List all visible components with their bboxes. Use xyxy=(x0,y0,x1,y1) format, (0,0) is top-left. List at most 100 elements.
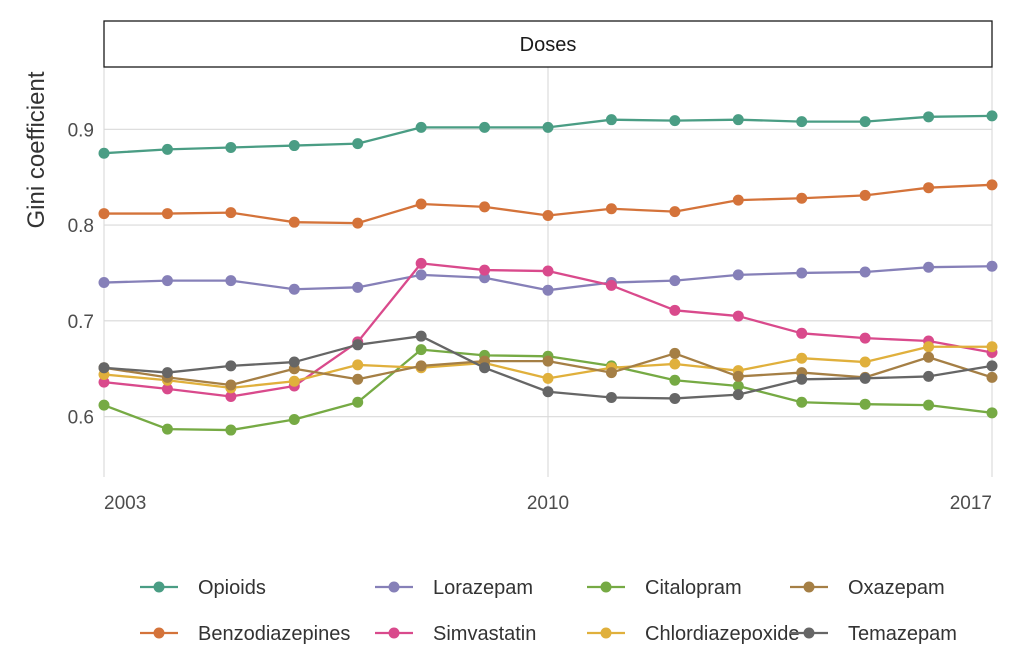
data-point xyxy=(542,355,554,367)
y-tick-label: 0.8 xyxy=(68,216,94,237)
data-point xyxy=(923,341,935,353)
data-point xyxy=(859,356,871,368)
facet-title: Doses xyxy=(520,34,577,56)
legend-key-point xyxy=(388,581,400,593)
data-point xyxy=(98,399,110,411)
legend-key-point xyxy=(388,627,400,639)
x-tick-label: 2003 xyxy=(104,493,146,514)
data-point xyxy=(542,284,554,296)
data-point xyxy=(352,359,364,371)
data-point xyxy=(288,283,300,295)
data-point xyxy=(415,344,427,356)
data-point xyxy=(479,201,491,213)
legend-item-oxazepam: Oxazepam xyxy=(790,577,945,599)
y-tick-label: 0.9 xyxy=(68,120,94,141)
data-point xyxy=(986,260,998,272)
data-point xyxy=(352,138,364,150)
data-point xyxy=(859,189,871,201)
legend-item-benzodiazepines: Benzodiazepines xyxy=(140,623,350,645)
data-point xyxy=(352,339,364,351)
legend-label: Oxazepam xyxy=(848,577,945,599)
data-point xyxy=(669,206,681,218)
data-point xyxy=(415,257,427,269)
data-point xyxy=(605,391,617,403)
data-point xyxy=(288,414,300,426)
data-point xyxy=(732,194,744,206)
data-point xyxy=(923,182,935,194)
data-point xyxy=(161,423,173,435)
data-point xyxy=(161,383,173,395)
legend-item-simvastatin: Simvastatin xyxy=(375,623,536,645)
legend-label: Lorazepam xyxy=(433,577,533,599)
data-point xyxy=(415,121,427,133)
facet-strip: Doses xyxy=(103,20,993,68)
y-tick-label: 0.6 xyxy=(68,408,94,429)
data-point xyxy=(225,424,237,436)
data-point xyxy=(923,351,935,363)
series-simvastatin xyxy=(98,257,998,403)
data-point xyxy=(796,373,808,385)
series-opioids xyxy=(98,110,998,159)
data-point xyxy=(986,407,998,419)
data-point xyxy=(986,341,998,353)
legend-label: Temazepam xyxy=(848,623,957,645)
data-point xyxy=(669,115,681,127)
data-point xyxy=(986,110,998,122)
data-point xyxy=(859,372,871,384)
data-point xyxy=(986,360,998,372)
data-point xyxy=(288,216,300,228)
legend-item-chlordiazepoxide: Chlordiazepoxide xyxy=(587,623,800,645)
data-point xyxy=(98,208,110,220)
data-point xyxy=(288,356,300,368)
data-point xyxy=(732,370,744,382)
data-point xyxy=(859,398,871,410)
legend-label: Benzodiazepines xyxy=(198,623,350,645)
series-layer xyxy=(98,110,998,436)
legend-item-opioids: Opioids xyxy=(140,577,266,599)
legend-label: Citalopram xyxy=(645,577,742,599)
data-point xyxy=(796,352,808,364)
data-point xyxy=(923,370,935,382)
data-point xyxy=(225,207,237,219)
data-point xyxy=(796,396,808,408)
legend: Opioids Lorazepam Citalopram Oxazepam Benzod… xyxy=(140,577,957,645)
data-point xyxy=(986,371,998,383)
data-point xyxy=(542,121,554,133)
data-point xyxy=(161,143,173,155)
data-point xyxy=(796,116,808,128)
y-tick-label: 0.7 xyxy=(68,312,94,333)
data-point xyxy=(732,310,744,322)
data-point xyxy=(479,272,491,284)
data-point xyxy=(669,358,681,370)
x-tick-label: 2010 xyxy=(527,493,569,514)
data-point xyxy=(225,379,237,391)
data-point xyxy=(605,203,617,215)
legend-item-lorazepam: Lorazepam xyxy=(375,577,533,599)
data-point xyxy=(352,396,364,408)
data-point xyxy=(796,192,808,204)
data-point xyxy=(859,332,871,344)
data-point xyxy=(288,375,300,387)
series-benzodiazepines xyxy=(98,179,998,229)
data-point xyxy=(669,347,681,359)
data-point xyxy=(669,275,681,287)
data-point xyxy=(161,275,173,287)
legend-label: Chlordiazepoxide xyxy=(645,623,800,645)
series-temazepam xyxy=(98,330,998,404)
x-axis: 2003 2010 2017 xyxy=(104,493,992,514)
data-point xyxy=(605,367,617,379)
legend-item-temazepam: Temazepam xyxy=(790,623,957,645)
data-point xyxy=(479,362,491,374)
legend-key-point xyxy=(153,581,165,593)
data-point xyxy=(542,386,554,398)
data-point xyxy=(542,209,554,221)
series-lorazepam xyxy=(98,260,998,296)
legend-key-point xyxy=(153,627,165,639)
data-point xyxy=(98,376,110,388)
data-point xyxy=(479,121,491,133)
y-axis-title: Gini coefficient xyxy=(23,71,50,228)
data-point xyxy=(288,140,300,152)
data-point xyxy=(923,399,935,411)
data-point xyxy=(542,372,554,384)
legend-key-point xyxy=(600,581,612,593)
